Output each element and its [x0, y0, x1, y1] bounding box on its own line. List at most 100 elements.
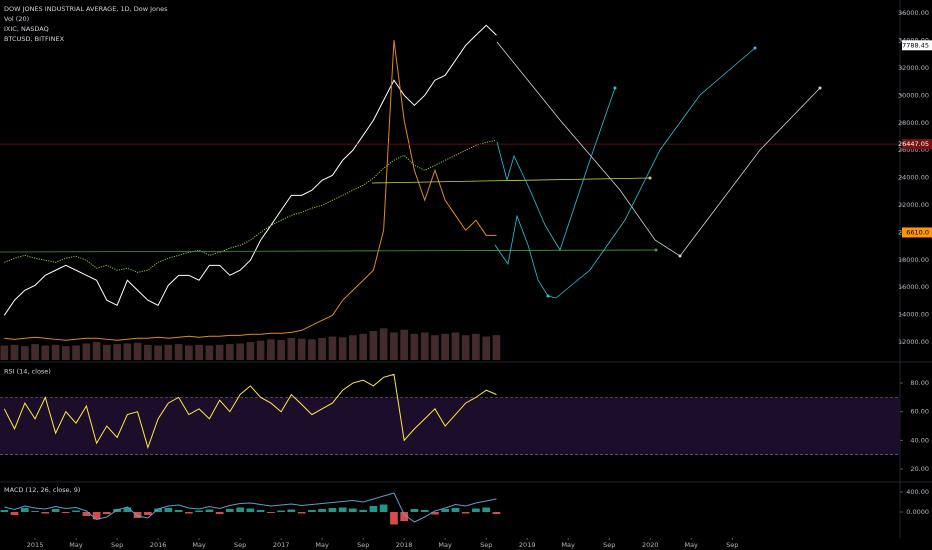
- bar: [297, 512, 306, 514]
- price-label: 6610.0: [906, 228, 929, 236]
- series-line: [3, 373, 497, 450]
- x-tick-label: May: [69, 541, 83, 549]
- bar: [225, 509, 234, 512]
- bar: [51, 344, 60, 360]
- x-tick-label: May: [315, 541, 329, 549]
- bar: [225, 344, 234, 360]
- bar: [308, 339, 316, 360]
- y-tick-label: 40.00: [910, 436, 929, 444]
- bar: [174, 510, 183, 512]
- bar: [72, 510, 80, 512]
- bar: [0, 345, 9, 360]
- y-tick-label: 30000.00: [898, 91, 929, 99]
- bar: [31, 511, 39, 512]
- bar: [277, 339, 285, 360]
- bar: [164, 344, 173, 360]
- bar: [328, 336, 337, 360]
- y-tick-label: 24000.00: [898, 174, 929, 182]
- resistance-line: [371, 177, 651, 184]
- bar: [318, 337, 326, 360]
- bar: [92, 342, 101, 360]
- bar: [359, 510, 368, 512]
- bar: [51, 509, 60, 512]
- bar: [338, 337, 347, 360]
- bar: [297, 338, 306, 360]
- rsi-band: [0, 397, 900, 455]
- bar: [287, 509, 296, 512]
- x-tick-label: May: [438, 541, 452, 549]
- y-tick-label: 18000.00: [898, 256, 929, 264]
- bar: [482, 507, 491, 512]
- bar: [102, 344, 111, 360]
- bar: [185, 512, 193, 514]
- drawing-handle: [546, 294, 550, 298]
- bar: [410, 333, 419, 360]
- bar: [441, 333, 449, 360]
- bar: [31, 344, 39, 360]
- bar: [195, 344, 203, 360]
- bar: [318, 509, 326, 512]
- bar: [215, 344, 224, 360]
- drawing-handle: [613, 86, 617, 90]
- bar: [144, 344, 152, 360]
- bar: [10, 512, 19, 515]
- mark-layer: [0, 24, 900, 525]
- bar: [390, 512, 398, 525]
- bar: [277, 510, 285, 512]
- bar: [133, 342, 142, 360]
- bar: [472, 333, 480, 360]
- bar: [21, 346, 29, 360]
- x-tick-label: Sep: [480, 541, 492, 549]
- y-tick-label: 36000.00: [898, 9, 929, 17]
- bar: [267, 339, 275, 360]
- bar: [338, 507, 347, 512]
- x-tick-label: Sep: [111, 541, 123, 549]
- bar: [174, 344, 183, 360]
- y-tick-label: 22000.00: [898, 201, 929, 209]
- price-label-box: [902, 227, 932, 238]
- bar: [431, 335, 439, 360]
- y-tick-label: 26000.00: [898, 146, 929, 154]
- bar: [92, 512, 101, 520]
- bar: [164, 508, 173, 512]
- bar: [61, 346, 70, 360]
- bar: [379, 504, 388, 512]
- bar: [410, 509, 419, 512]
- bar: [420, 510, 429, 512]
- bar: [123, 343, 132, 360]
- bar: [144, 512, 152, 515]
- x-tick-label: Sep: [357, 541, 369, 549]
- bar: [215, 512, 224, 514]
- bar: [205, 509, 214, 512]
- bar: [21, 508, 29, 512]
- bar: [0, 510, 9, 512]
- bar: [246, 342, 255, 360]
- bar: [236, 507, 245, 512]
- bar: [451, 332, 460, 360]
- bar: [123, 507, 132, 512]
- x-tick-label: Sep: [726, 541, 738, 549]
- legend-entry: BTCUSD, BITFINEX: [4, 35, 65, 43]
- bar: [431, 512, 439, 515]
- bar: [256, 510, 265, 512]
- bar: [390, 332, 398, 360]
- bar: [328, 508, 337, 512]
- y-tick-label: 28000.00: [898, 119, 929, 127]
- bar: [236, 343, 245, 360]
- panel-title: RSI (14, close): [4, 367, 51, 375]
- bar: [349, 508, 357, 512]
- y-tick-label: 60.00: [910, 408, 929, 416]
- bar: [154, 345, 162, 360]
- bar: [256, 340, 265, 360]
- y-tick-label: 0.0000: [906, 508, 929, 516]
- bar: [154, 508, 162, 512]
- bar: [102, 512, 111, 514]
- legend-entry: IXIC, NASDAQ: [4, 25, 49, 33]
- bar: [246, 508, 255, 512]
- bar: [10, 344, 19, 360]
- y-tick-label: 400.00: [906, 488, 929, 496]
- x-tick-label: 2017: [273, 541, 290, 549]
- bar: [72, 345, 80, 360]
- bar: [461, 512, 470, 514]
